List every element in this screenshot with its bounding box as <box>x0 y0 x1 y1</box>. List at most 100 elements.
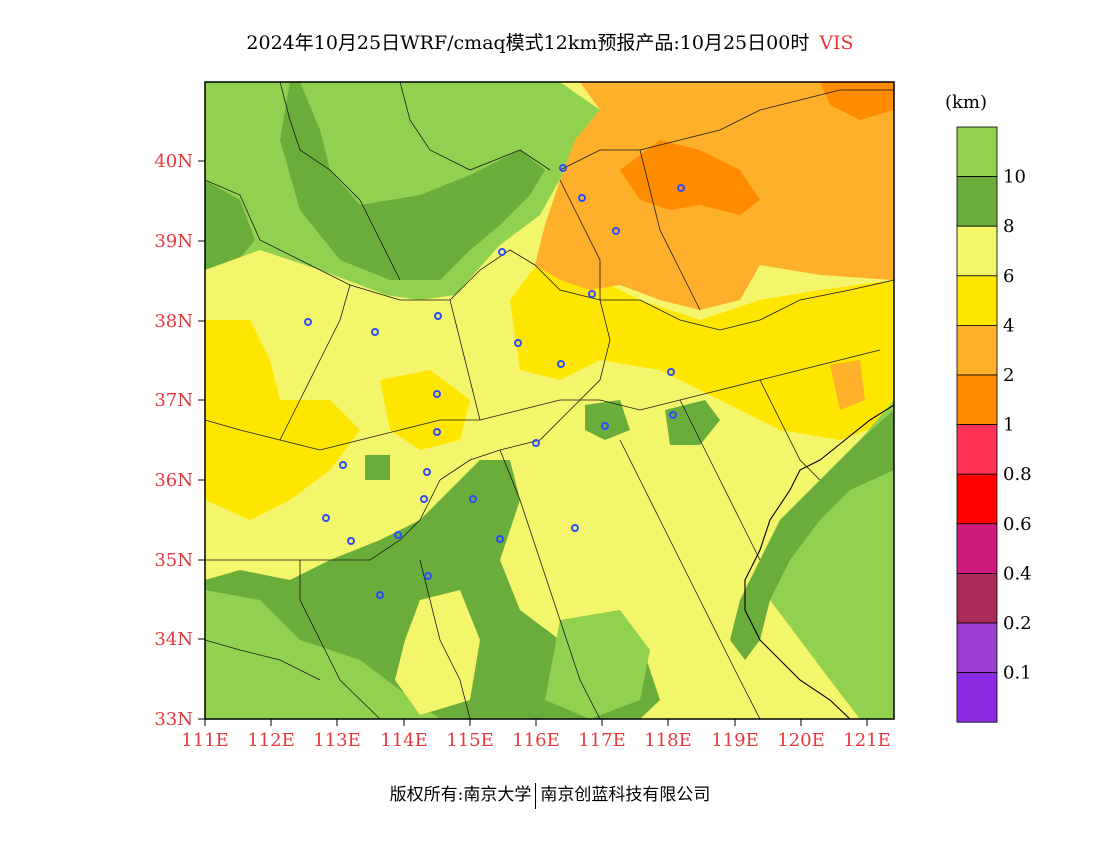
lat-label: 34N <box>154 629 193 650</box>
lon-label: 112E <box>247 730 295 751</box>
colorbar-label: 0.4 <box>1003 563 1032 584</box>
latitude-axis: 40N 39N 38N 37N 36N 35N 34N 33N <box>154 151 205 730</box>
copyright-left: 版权所有:南京大学 <box>389 785 532 805</box>
lon-label: 115E <box>446 730 494 751</box>
lat-label: 40N <box>154 151 193 172</box>
colorbar-label: 2 <box>1003 365 1014 386</box>
colorbar-label: 8 <box>1003 216 1014 237</box>
station-marker <box>669 411 677 419</box>
colorbar-label: 10 <box>1003 167 1026 188</box>
lat-label: 37N <box>154 390 193 411</box>
colorbar-label: 0.1 <box>1003 663 1032 684</box>
region-beijing-dark-orange <box>620 140 760 215</box>
lat-label: 33N <box>154 709 193 730</box>
map-title: 2024年10月25日WRF/cmaq模式12km预报产品:10月25日00时 V… <box>0 28 1100 55</box>
colorbar-swatch <box>956 672 998 723</box>
station-marker <box>371 328 379 336</box>
copyright-footer: 版权所有:南京大学 南京创蓝科技有限公司 <box>0 780 1100 809</box>
region-southwest-light-green <box>205 590 440 719</box>
region-east-orange-spot <box>830 360 865 410</box>
colorbar: 10 8 6 4 2 1 0.8 0.6 0.4 0.2 0.1 <box>956 126 1032 723</box>
region-northwest-dark-green <box>205 82 545 280</box>
station-marker <box>588 290 596 298</box>
station-marker <box>304 318 312 326</box>
lat-label: 38N <box>154 311 193 332</box>
lon-label: 120E <box>777 730 825 751</box>
colorbar-unit: (km) <box>945 92 987 113</box>
admin-boundaries <box>205 82 894 719</box>
station-marker <box>578 194 586 202</box>
station-marker <box>532 439 540 447</box>
region-patch-2 <box>665 400 720 445</box>
station-marker <box>420 495 428 503</box>
region-south-green <box>545 610 650 719</box>
lon-label: 119E <box>711 730 759 751</box>
station-marker <box>433 428 441 436</box>
region-east-coast-dark-green <box>730 410 894 660</box>
station-marker <box>557 360 565 368</box>
coastline <box>744 404 894 719</box>
colorbar-swatch <box>956 573 998 624</box>
lon-label: 118E <box>644 730 692 751</box>
colorbar-swatch <box>956 374 998 425</box>
station-marker <box>394 531 402 539</box>
station-marker <box>322 514 330 522</box>
station-marker <box>496 535 504 543</box>
station-marker <box>571 524 579 532</box>
lon-label: 121E <box>843 730 891 751</box>
station-marker <box>601 422 609 430</box>
visibility-field <box>205 82 894 719</box>
station-marker <box>667 368 675 376</box>
colorbar-swatch <box>956 126 998 177</box>
region-south-light-yellow <box>395 590 480 715</box>
lon-label: 113E <box>313 730 361 751</box>
station-markers <box>304 164 685 599</box>
colorbar-swatch <box>956 275 998 326</box>
lon-label: 116E <box>512 730 560 751</box>
region-yellow-south <box>380 370 470 450</box>
colorbar-label: 1 <box>1003 415 1014 436</box>
region-patch-3 <box>365 455 390 480</box>
copyright-right: 南京创蓝科技有限公司 <box>540 785 711 805</box>
station-marker <box>347 537 355 545</box>
lon-label: 117E <box>578 730 626 751</box>
region-northeast-dark-orange <box>820 82 894 120</box>
colorbar-label: 4 <box>1003 315 1014 336</box>
station-marker <box>434 312 442 320</box>
colorbar-label: 0.8 <box>1003 464 1032 485</box>
lon-label: 114E <box>380 730 428 751</box>
station-marker <box>376 591 384 599</box>
station-marker <box>423 468 431 476</box>
variable-name: VIS <box>819 32 854 54</box>
station-marker <box>498 248 506 256</box>
colorbar-label: 0.6 <box>1003 514 1032 535</box>
station-marker <box>469 495 477 503</box>
lat-label: 36N <box>154 470 193 491</box>
region-central-yellow <box>510 260 894 440</box>
colorbar-swatch <box>956 473 998 525</box>
station-marker <box>424 572 432 580</box>
lat-label: 39N <box>154 231 193 252</box>
station-marker <box>559 164 567 172</box>
station-marker <box>677 184 685 192</box>
station-marker <box>612 227 620 235</box>
title-text: 2024年10月25日WRF/cmaq模式12km预报产品:10月25日00时 <box>246 32 810 54</box>
colorbar-swatch <box>956 324 998 376</box>
footer-separator <box>535 782 537 809</box>
colorbar-swatch <box>956 176 998 227</box>
region-west-dark-green <box>205 180 255 280</box>
lon-label: 111E <box>181 730 229 751</box>
station-marker <box>433 390 441 398</box>
station-marker <box>514 339 522 347</box>
station-marker <box>339 461 347 469</box>
colorbar-label: 0.2 <box>1003 613 1032 634</box>
colorbar-swatch <box>956 424 998 475</box>
colorbar-swatch <box>956 225 998 277</box>
colorbar-swatch <box>956 622 998 673</box>
longitude-axis: 111E 112E 113E 114E 115E 116E 117E 118E … <box>181 719 891 751</box>
colorbar-swatch <box>956 523 998 574</box>
region-west-yellow <box>205 320 360 520</box>
lat-label: 35N <box>154 550 193 571</box>
colorbar-label: 6 <box>1003 266 1014 287</box>
